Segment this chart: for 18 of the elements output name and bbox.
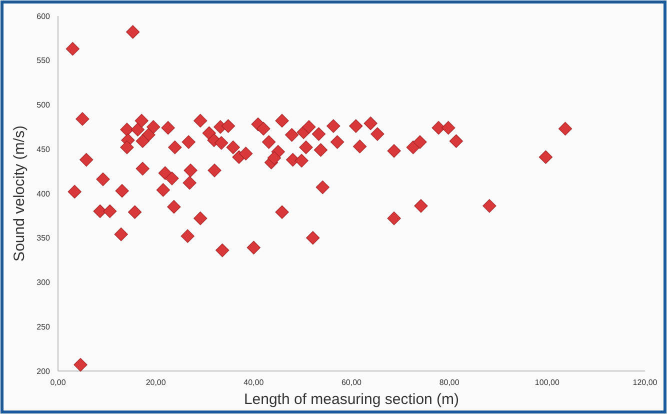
x-tick-label: 20,00 bbox=[146, 378, 166, 387]
x-tick-label: 60,00 bbox=[341, 378, 362, 387]
x-tick-label: 80,00 bbox=[439, 378, 460, 387]
y-tick-label: 550 bbox=[36, 56, 51, 66]
y-tick-label: 350 bbox=[36, 234, 51, 243]
y-tick-label: 400 bbox=[36, 189, 51, 198]
y-tick-label: 200 bbox=[36, 366, 51, 376]
y-tick-label: 600 bbox=[36, 12, 51, 21]
y-tick-label: 500 bbox=[36, 100, 51, 110]
y-tick-label: 250 bbox=[36, 322, 51, 332]
x-tick-label: 40,00 bbox=[244, 378, 264, 387]
x-tick-label: 120,00 bbox=[632, 378, 658, 387]
y-axis-title: Sound velocity (m/s) bbox=[11, 126, 28, 262]
x-axis-title: Length of measuring section (m) bbox=[244, 391, 460, 408]
x-tick-label: 100,00 bbox=[534, 378, 560, 387]
x-tick-label: 0,00 bbox=[50, 378, 66, 387]
y-tick-label: 300 bbox=[36, 278, 51, 288]
y-tick-label: 450 bbox=[36, 144, 51, 154]
